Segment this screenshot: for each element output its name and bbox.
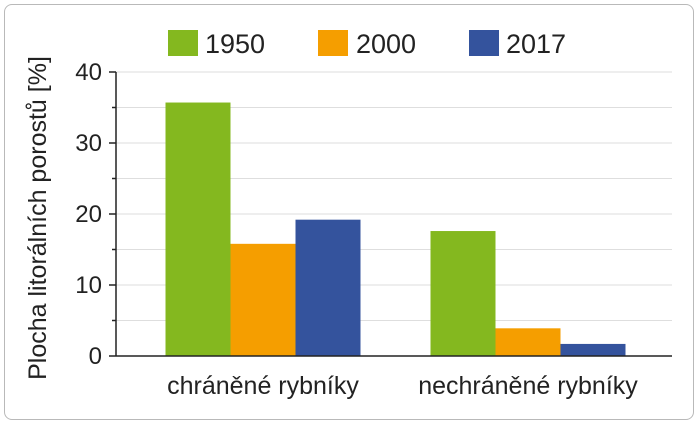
category-label: chráněné rybníky [167,372,359,400]
y-tick-label: 10 [75,272,102,299]
y-tick-label: 30 [75,130,102,157]
axes [109,71,672,357]
category-labels: chráněné rybníky nechráněné rybníky [167,372,638,400]
bar-2000-2 [495,328,561,356]
legend-swatch-2000 [318,30,348,56]
legend-swatch-1950 [168,30,198,56]
legend-swatch-2017 [469,30,499,56]
legend-label-2017: 2017 [506,29,566,59]
y-tick-label: 40 [75,59,102,86]
y-axis-title: Plocha litorálních porostů [%] [24,56,52,380]
bar-2000-1 [230,243,296,356]
legend-label-1950: 1950 [205,29,265,59]
y-tick-label: 0 [89,343,102,370]
bar-2017-2 [560,343,626,356]
legend: 1950 2000 2017 [168,29,566,59]
legend-label-2000: 2000 [356,29,416,59]
bar-1950-1 [165,102,231,356]
bar-2017-1 [295,219,361,356]
y-tick-labels: 0 10 20 30 40 [75,59,102,370]
y-tick-label: 20 [75,201,102,228]
category-label: nechráněné rybníky [418,372,638,400]
bars [165,102,626,356]
bar-1950-2 [430,231,496,356]
